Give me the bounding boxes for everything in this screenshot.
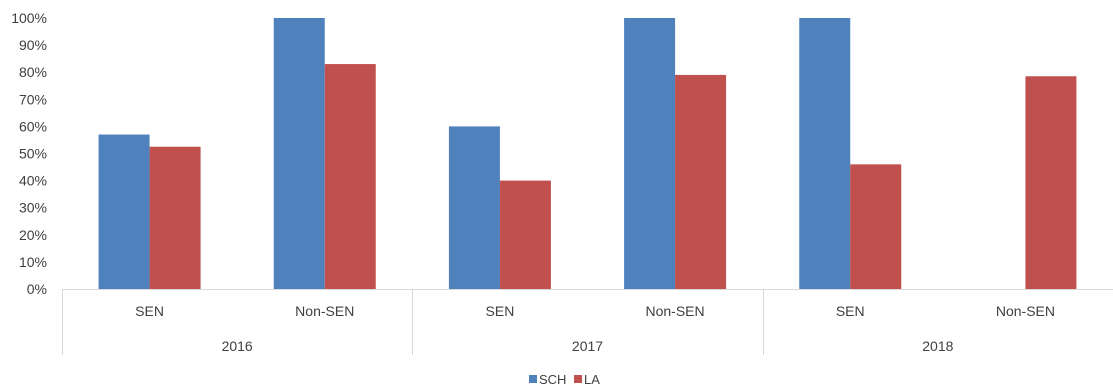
bar-la — [850, 164, 902, 289]
y-tick-label: 80% — [19, 64, 47, 80]
category-label: Non-SEN — [646, 303, 705, 319]
y-tick-label: 70% — [19, 91, 47, 107]
bar-la — [324, 64, 376, 289]
legend-label-sch: SCH — [539, 372, 566, 387]
category-label: Non-SEN — [295, 303, 354, 319]
y-tick-label: 40% — [19, 173, 47, 189]
group-label: 2017 — [572, 338, 603, 354]
y-tick-label: 90% — [19, 37, 47, 53]
bar-sch — [448, 126, 500, 290]
legend-swatch-sch — [529, 375, 537, 383]
category-label: SEN — [135, 303, 164, 319]
bar-la — [149, 146, 201, 289]
y-tick-label: 50% — [19, 146, 47, 162]
bar-sch — [98, 134, 150, 289]
bar-la — [499, 180, 551, 289]
legend-swatch-la — [574, 375, 582, 383]
legend-label-la: LA — [584, 372, 600, 387]
y-tick-label: 100% — [11, 10, 47, 26]
category-label: SEN — [836, 303, 865, 319]
category-label: SEN — [486, 303, 515, 319]
bar-la — [1025, 76, 1077, 289]
bar-la — [675, 74, 727, 289]
y-tick-label: 60% — [19, 118, 47, 134]
legend: SCH LA — [529, 372, 600, 387]
y-tick-label: 0% — [27, 281, 47, 297]
bars — [98, 18, 1077, 290]
y-tick-label: 30% — [19, 200, 47, 216]
group-label: 2016 — [222, 338, 253, 354]
x-axis: SEN Non-SEN SEN Non-SEN SEN Non-SEN 2016 2017 20… — [62, 289, 1113, 355]
y-tick-label: 20% — [19, 227, 47, 243]
category-label: Non-SEN — [996, 303, 1055, 319]
bar-sch — [273, 18, 325, 289]
group-label: 2018 — [922, 338, 953, 354]
y-axis: 0% 10% 20% 30% 40% 50% 60% 70% 80% 90% 100% — [11, 10, 47, 297]
bar-sch — [799, 18, 851, 289]
y-tick-label: 10% — [19, 254, 47, 270]
bar-sch — [624, 18, 676, 289]
